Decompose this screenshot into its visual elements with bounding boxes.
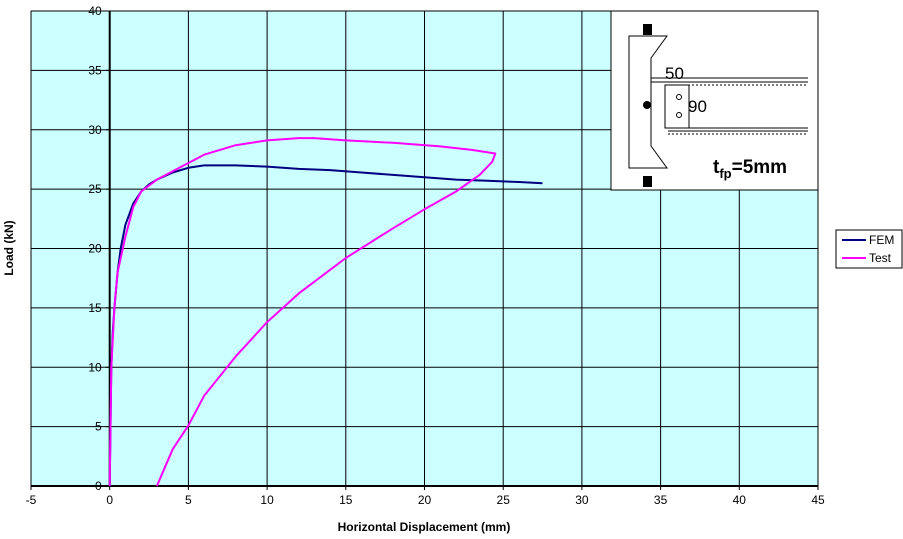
connection-diagram-inset: 50 90 tfp=5mm [610,10,819,191]
legend-box [835,229,903,269]
legend-label-test: Test [869,251,892,265]
x-tick-label: 0 [106,493,113,507]
series-lines [108,137,543,487]
plate-thickness-label: tfp=5mm [713,157,787,181]
y-tick-label: 0 [95,479,102,493]
y-tick-label: 35 [88,63,102,77]
column-top-cap [643,24,652,35]
dimension-50: 50 [665,64,684,83]
x-tick-label: 30 [575,493,589,507]
x-axis-ticks: -5 0 5 10 15 20 25 30 35 40 45 [26,486,825,507]
bolt-upper-icon [676,94,682,100]
y-tick-label: 15 [88,301,102,315]
y-tick-label: 30 [88,123,102,137]
y-axis-title: Load (kN) [2,220,16,275]
dimension-90: 90 [688,97,707,116]
x-tick-label: 35 [654,493,668,507]
y-tick-label: 10 [88,360,102,374]
legend-label-fem: FEM [869,233,894,247]
plate-thickness-symbol: t [713,157,720,178]
x-axis-title: Horizontal Displacement (mm) [338,520,511,534]
bolt-lower-icon [676,112,682,118]
x-tick-label: -5 [26,493,37,507]
column-profile [628,35,668,169]
y-tick-label: 25 [88,182,102,196]
inset-frame [610,10,819,191]
x-tick-label: 45 [811,493,825,507]
x-tick-label: 25 [497,493,511,507]
plate-thickness-subscript: fp [719,166,731,181]
x-tick-label: 40 [733,493,747,507]
plate-thickness-value: =5mm [732,157,787,178]
x-tick-label: 10 [260,493,274,507]
legend: FEM Test [835,229,903,269]
y-tick-label: 40 [88,4,102,18]
pin-icon [643,101,651,109]
x-tick-label: 20 [418,493,432,507]
column-bottom-cap [643,176,652,187]
y-tick-label: 20 [88,242,102,256]
x-tick-label: 5 [185,493,192,507]
series-line-test [108,137,497,487]
y-tick-label: 5 [95,420,102,434]
y-axis-ticks: 0 5 10 15 20 25 30 35 40 [88,4,110,493]
x-tick-label: 15 [339,493,353,507]
